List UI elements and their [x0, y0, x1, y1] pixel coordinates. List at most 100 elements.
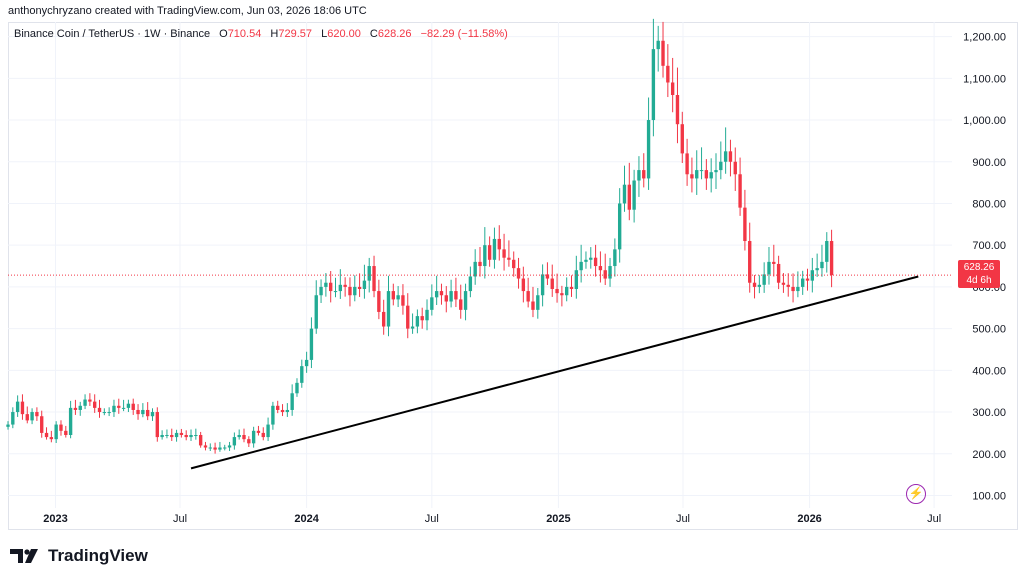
candle-body	[44, 432, 49, 438]
time-axis: 2023 Jul 2024 Jul 2025 Jul 2026 Jul	[43, 513, 941, 525]
bar-countdown: 4d 6h	[966, 275, 992, 286]
candle-body	[483, 245, 487, 267]
candle-body	[136, 409, 140, 415]
candle-body	[348, 286, 352, 296]
time-tick-label: 2024	[294, 513, 319, 525]
candle-body	[642, 170, 646, 179]
tradingview-logo-icon	[10, 549, 38, 563]
candle-body	[434, 291, 439, 298]
price-tick-label: 100.00	[972, 490, 1006, 502]
candle-body	[88, 399, 92, 402]
candle-body	[743, 207, 747, 242]
candle-body	[651, 49, 656, 121]
candle-body	[290, 393, 294, 410]
candle-body	[608, 266, 612, 279]
candle-body	[49, 437, 54, 440]
candles-layer	[6, 18, 834, 454]
time-tick-label: Jul	[676, 513, 690, 525]
candle-body	[333, 291, 338, 293]
candle-body	[208, 447, 212, 449]
candle-body	[93, 401, 97, 408]
support-trendline	[190, 275, 919, 470]
candle-body	[723, 151, 728, 162]
candle-body	[646, 120, 651, 179]
candle-body	[728, 151, 733, 162]
candle-body	[536, 295, 540, 310]
candle-body	[685, 153, 689, 175]
candle-body	[396, 295, 400, 300]
candle-body	[179, 432, 184, 435]
candle-body	[309, 328, 314, 360]
candle-body	[699, 170, 704, 172]
candle-body	[449, 291, 453, 302]
candle-body	[661, 40, 665, 66]
candle-body	[198, 434, 203, 446]
candle-body	[237, 434, 241, 438]
close-value: 628.26	[377, 28, 412, 40]
high-value: 729.57	[278, 28, 313, 40]
candle-body	[593, 257, 598, 267]
change-value: −82.29 (−11.58%)	[420, 28, 508, 40]
candle-body	[430, 297, 434, 310]
price-tick-label: 800.00	[972, 198, 1006, 210]
chart-grid	[8, 22, 952, 508]
candle-body	[242, 434, 246, 440]
candle-body	[512, 259, 516, 269]
candle-body	[420, 316, 424, 321]
price-tick-label: 700.00	[972, 240, 1006, 252]
candle-body	[30, 412, 34, 421]
candle-body	[353, 286, 357, 296]
candle-body	[632, 180, 636, 210]
time-tick-label: 2026	[797, 513, 821, 525]
candle-body	[377, 291, 381, 312]
candle-body	[83, 399, 87, 406]
candle-body	[223, 447, 227, 449]
candle-body	[569, 286, 574, 289]
open-label: O	[219, 28, 228, 40]
candle-body	[102, 412, 107, 414]
candle-body	[150, 412, 155, 417]
candle-body	[271, 405, 275, 425]
candle-body	[15, 401, 20, 413]
symbol-title: Binance Coin / TetherUS · 1W · Binance	[14, 28, 211, 40]
candle-body	[213, 447, 217, 450]
candle-body	[772, 261, 776, 264]
price-tick-label: 1,200.00	[963, 32, 1006, 44]
candle-body	[410, 326, 415, 329]
candle-body	[372, 266, 376, 292]
candle-body	[622, 184, 627, 204]
candle-body	[184, 434, 188, 438]
candle-body	[656, 40, 660, 50]
candle-body	[805, 278, 810, 281]
candle-body	[459, 299, 463, 310]
chart-pane[interactable]	[8, 22, 1018, 530]
candle-body	[280, 409, 285, 413]
candle-body	[454, 291, 458, 300]
candle-body	[752, 282, 757, 287]
candle-body	[738, 174, 742, 208]
candle-body	[64, 430, 68, 435]
candle-body	[189, 434, 193, 438]
candle-body	[304, 359, 309, 367]
low-value: 620.00	[327, 28, 361, 40]
price-tick-label: 500.00	[972, 324, 1006, 336]
candle-body	[670, 82, 675, 96]
price-tick-label: 1,100.00	[963, 73, 1006, 85]
ohlc-legend: Binance Coin / TetherUS · 1W · Binance O…	[14, 28, 508, 40]
magic-wand-icon[interactable]: ⚡	[906, 484, 926, 504]
candle-body	[598, 266, 603, 271]
price-tick-label: 400.00	[972, 365, 1006, 377]
tradingview-logo[interactable]: TradingView	[10, 546, 148, 566]
candle-body	[439, 291, 444, 296]
candle-body	[820, 261, 824, 269]
candle-body	[680, 124, 684, 154]
candle-body	[791, 286, 795, 292]
candle-body	[589, 257, 593, 260]
candle-body	[757, 284, 762, 287]
candle-body	[565, 286, 569, 296]
candle-body	[285, 409, 290, 413]
candle-body	[6, 424, 10, 427]
candle-body	[695, 170, 699, 179]
candle-body	[391, 291, 395, 300]
